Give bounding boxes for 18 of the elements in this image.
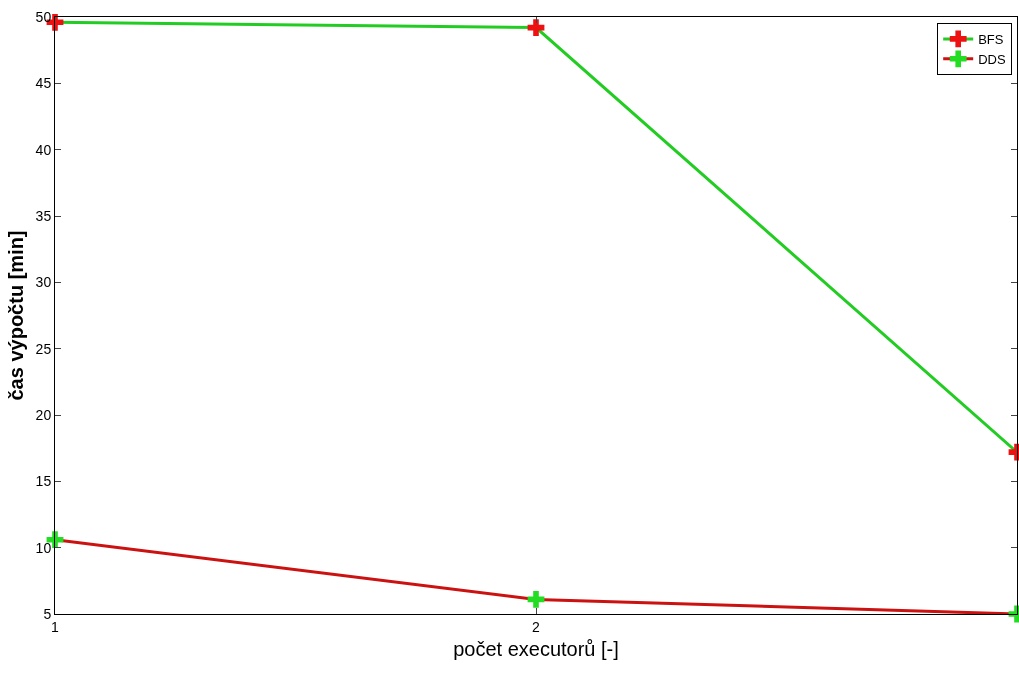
y-tick-label: 40 (35, 141, 52, 158)
x-tick-label: 2 (532, 618, 541, 635)
legend-label: DDS (978, 51, 1006, 67)
y-tick-label: 15 (35, 473, 52, 490)
x-axis-title: počet executorů [-] (453, 638, 619, 661)
y-tick-label: 5 (43, 605, 52, 622)
point (527, 591, 545, 608)
y-tick-label: 10 (35, 539, 52, 556)
point (527, 19, 545, 37)
y-tick-label: 50 (35, 8, 52, 25)
y-tick-label: 45 (35, 75, 52, 92)
y-axis-title: čas výpočtu [min] (5, 230, 28, 401)
legend-label: BFS (978, 31, 1004, 47)
y-tick-label: 20 (35, 406, 52, 423)
y-tick-label: 25 (35, 340, 52, 357)
x-tick-label: 1 (51, 618, 60, 635)
y-tick-label: 35 (35, 207, 52, 224)
y-tick-label: 30 (35, 274, 52, 291)
